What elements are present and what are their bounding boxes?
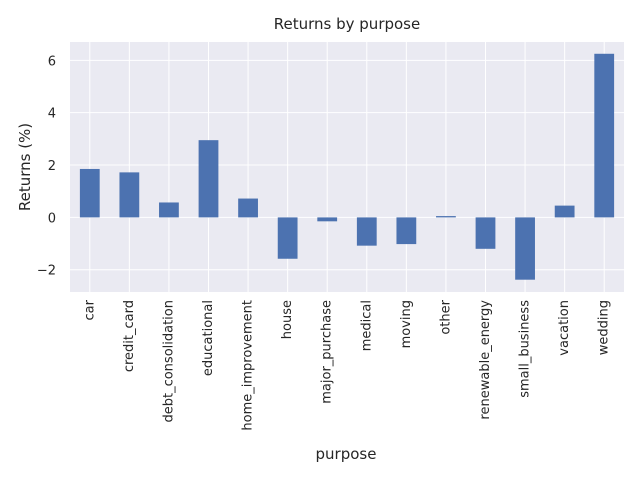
x-tick-label: moving — [399, 300, 414, 348]
y-tick-label: 4 — [48, 107, 56, 122]
chart-title: Returns by purpose — [274, 15, 420, 33]
x-tick-label: educational — [201, 300, 216, 376]
bar-wedding — [594, 53, 615, 218]
x-tick-label: medical — [359, 300, 374, 351]
x-tick-label: car — [82, 299, 97, 320]
x-tick-label: other — [438, 299, 453, 334]
x-tick-label: house — [280, 300, 295, 339]
bar-home-improvement — [238, 198, 258, 218]
x-tick-label: small_business — [518, 300, 533, 398]
y-tick-label: 2 — [48, 159, 56, 174]
bar-house — [277, 217, 298, 259]
plot-area — [70, 42, 624, 292]
bar-debt-consolidation — [159, 202, 179, 218]
x-tick-labels: car credit_card debt_consolidation educatio… — [82, 299, 611, 430]
x-axis-title: purpose — [316, 445, 377, 463]
x-tick-label: home_improvement — [241, 300, 256, 431]
bar-educational — [198, 140, 219, 218]
bar-renewable-energy — [475, 217, 496, 249]
y-tick-label: 6 — [48, 54, 56, 69]
x-tick-label: debt_consolidation — [161, 300, 176, 423]
bar-major-purchase — [317, 217, 338, 222]
y-axis-title: Returns (%) — [16, 123, 34, 211]
y-tick-labels: −2 0 2 4 6 — [37, 54, 56, 278]
bar-moving — [396, 217, 417, 245]
x-tick-label: renewable_energy — [478, 300, 493, 420]
y-tick-label: 0 — [48, 211, 56, 226]
x-tick-label: credit_card — [122, 300, 137, 372]
x-tick-label: wedding — [597, 300, 612, 355]
bars — [79, 53, 615, 280]
bar-medical — [356, 217, 377, 246]
x-tick-label: vacation — [557, 300, 572, 356]
bar-small-business — [515, 217, 535, 280]
bar-other — [436, 216, 456, 218]
y-tick-label: −2 — [37, 264, 56, 279]
bar-car — [79, 168, 100, 218]
bar-credit-card — [119, 172, 140, 218]
bar-vacation — [554, 205, 575, 218]
x-tick-label: major_purchase — [320, 300, 335, 404]
